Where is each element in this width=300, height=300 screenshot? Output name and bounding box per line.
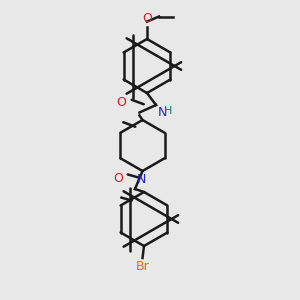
Text: N: N [158,106,167,119]
Text: O: O [142,13,152,26]
Text: O: O [113,172,123,184]
Text: Br: Br [136,260,149,272]
Text: O: O [116,97,126,110]
Text: H: H [164,106,172,116]
Text: N: N [136,173,146,186]
